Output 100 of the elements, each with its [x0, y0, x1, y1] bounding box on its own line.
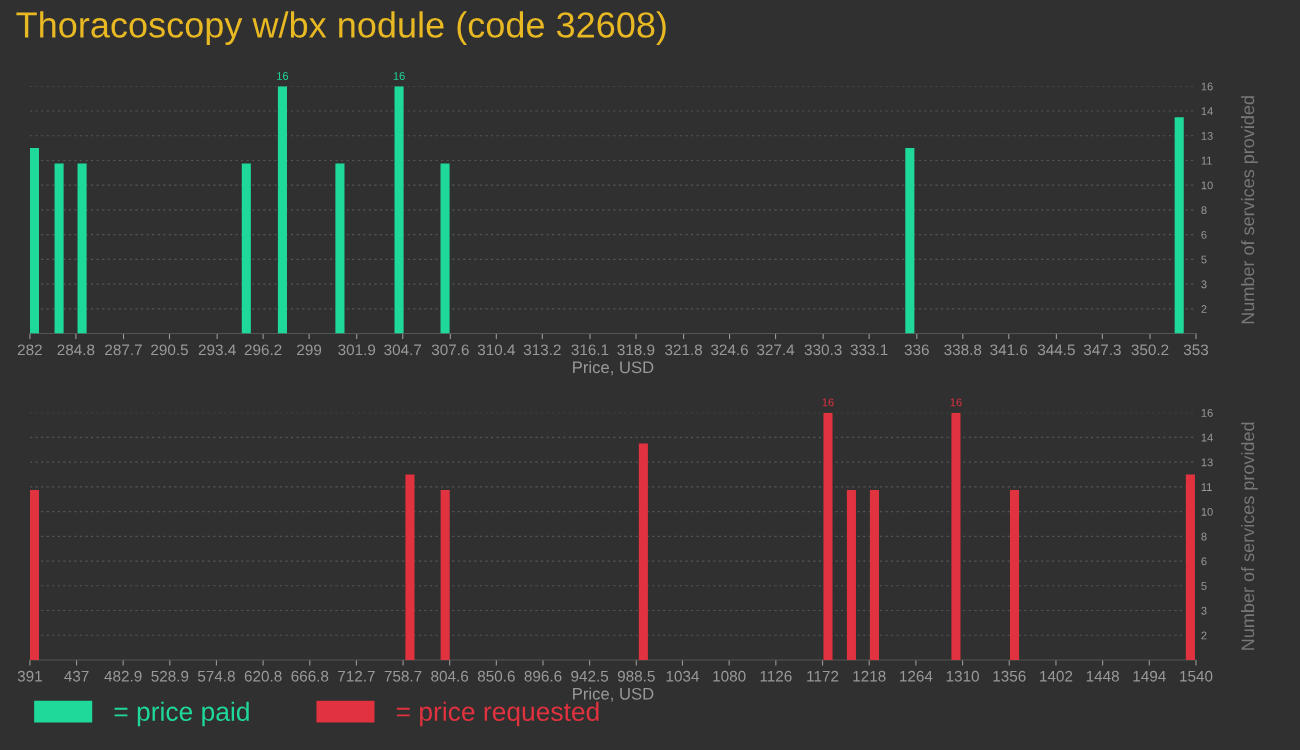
bar — [951, 412, 961, 660]
y-tick-label: 2 — [1201, 631, 1207, 640]
x-tick-label: 341.6 — [990, 344, 1028, 356]
x-tick-label: 620.8 — [244, 670, 282, 682]
x-tick-label: 333.1 — [850, 344, 888, 356]
x-tick-label: 318.9 — [617, 344, 655, 356]
bar — [29, 489, 39, 660]
y-tick-label: 5 — [1201, 255, 1207, 264]
y-tick-label: 2 — [1201, 305, 1207, 313]
x-tick-label: 1448 — [1086, 670, 1119, 682]
y-tick-label: 13 — [1201, 458, 1213, 467]
bar — [335, 163, 345, 334]
y-tick-label: 14 — [1201, 433, 1213, 442]
x-tick-label: 850.6 — [477, 670, 515, 682]
y-tick-label: 16 — [1201, 82, 1213, 91]
x-tick-label: 344.5 — [1037, 344, 1075, 356]
bar — [638, 443, 648, 660]
y-tick-label: 11 — [1201, 483, 1212, 491]
x-tick-label: 712.7 — [338, 670, 375, 682]
x-tick-label: 307.6 — [431, 344, 469, 356]
x-tick-label: 296.2 — [244, 344, 282, 356]
x-tick-label: 666.8 — [291, 670, 329, 682]
x-tick-label: 310.4 — [477, 344, 516, 356]
bar — [29, 148, 39, 334]
bar — [1185, 474, 1195, 660]
x-tick-label: 316.1 — [571, 344, 609, 356]
x-tick-label: 1356 — [993, 670, 1026, 682]
data-label: 16 — [950, 398, 962, 407]
y-axis-title: Number of services provided — [1241, 96, 1258, 324]
x-tick-label: 988.5 — [617, 670, 655, 682]
legend-label: = price paid — [114, 701, 249, 727]
y-axis-title: Number of services provided — [1241, 422, 1258, 650]
x-tick-label: 1264 — [900, 670, 933, 682]
bar — [823, 412, 833, 660]
y-tick-label: 8 — [1201, 532, 1207, 541]
x-tick-label: 353 — [1183, 344, 1209, 356]
x-tick-label: 391 — [17, 670, 42, 682]
bar — [1009, 489, 1020, 660]
y-tick-label: 10 — [1201, 507, 1213, 516]
x-tick-label: 758.7 — [384, 670, 422, 682]
legend-label: = price requested — [396, 701, 599, 727]
bar — [54, 163, 64, 334]
x-tick-label: 299 — [297, 344, 322, 356]
x-tick-label: 301.9 — [338, 344, 376, 356]
x-tick-label: 1172 — [807, 670, 839, 682]
x-tick-label: 1080 — [713, 670, 746, 682]
x-tick-label: 1402 — [1040, 670, 1073, 682]
bar — [405, 474, 415, 660]
y-tick-label: 3 — [1201, 606, 1207, 615]
x-tick-label: 293.4 — [198, 344, 236, 356]
bar — [905, 148, 915, 334]
data-label: 16 — [822, 398, 834, 407]
x-tick-label: 1218 — [853, 670, 886, 682]
y-tick-label: 10 — [1201, 181, 1213, 190]
x-tick-label: 482.9 — [104, 670, 142, 682]
bar — [77, 163, 87, 334]
y-tick-label: 14 — [1201, 107, 1213, 116]
x-tick-label: 284.8 — [57, 344, 95, 356]
x-tick-label: 287.7 — [105, 344, 142, 356]
x-tick-label: 330.3 — [804, 344, 842, 356]
bar — [277, 86, 287, 334]
y-tick-label: 16 — [1201, 408, 1213, 417]
bar — [394, 86, 404, 334]
x-tick-label: 1540 — [1180, 670, 1213, 682]
x-axis-title: Price, USD — [573, 687, 654, 702]
x-tick-label: 290.5 — [151, 344, 188, 356]
chart-title: Thoracoscopy w/bx nodule (code 32608) — [16, 11, 666, 45]
x-tick-label: 896.6 — [524, 670, 562, 682]
x-tick-label: 437 — [64, 670, 89, 682]
x-tick-label: 574.8 — [197, 670, 235, 682]
x-tick-label: 338.8 — [944, 344, 982, 356]
x-tick-label: 1126 — [760, 670, 792, 682]
x-tick-label: 321.8 — [665, 344, 703, 356]
y-tick-label: 5 — [1201, 582, 1207, 590]
bar — [440, 163, 450, 334]
x-tick-label: 347.3 — [1083, 344, 1121, 356]
x-tick-label: 327.4 — [757, 344, 795, 356]
data-label: 16 — [277, 72, 289, 80]
bar — [241, 163, 251, 334]
x-tick-label: 324.6 — [711, 344, 749, 356]
y-tick-label: 8 — [1201, 206, 1207, 215]
x-tick-label: 528.9 — [151, 670, 189, 682]
data-label: 16 — [393, 72, 405, 80]
x-tick-label: 304.7 — [384, 344, 422, 356]
y-tick-label: 3 — [1201, 280, 1207, 289]
x-tick-label: 313.2 — [523, 344, 561, 356]
x-axis-title: Price, USD — [573, 360, 654, 376]
x-tick-label: 350.2 — [1131, 344, 1169, 356]
x-tick-label: 1034 — [666, 670, 700, 682]
bar — [869, 489, 880, 660]
x-tick-label: 1310 — [946, 670, 979, 682]
y-tick-label: 13 — [1201, 131, 1213, 140]
y-tick-label: 6 — [1201, 230, 1207, 239]
x-tick-label: 336 — [904, 344, 929, 356]
bar — [1174, 117, 1184, 334]
bar — [440, 489, 450, 660]
y-tick-label: 11 — [1201, 156, 1212, 165]
x-tick-label: 804.6 — [431, 670, 469, 682]
x-tick-label: 942.5 — [571, 670, 609, 682]
bar — [846, 489, 856, 660]
